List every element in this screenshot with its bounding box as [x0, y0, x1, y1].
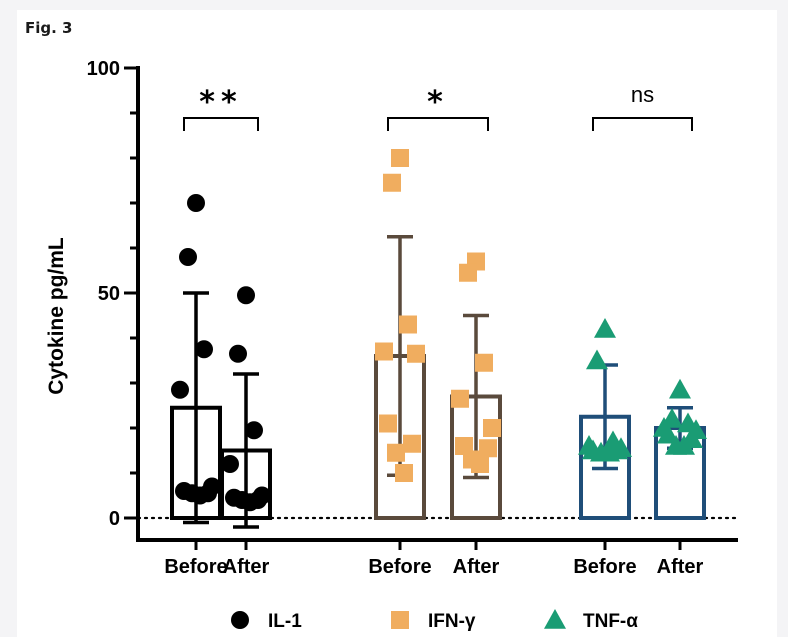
y-tick-label: 100	[87, 58, 120, 80]
significance-layer: ** * ns	[183, 82, 693, 131]
data-point-circle	[187, 194, 205, 212]
data-point-triangle	[669, 378, 691, 399]
y-tick-label: 50	[98, 283, 120, 305]
data-point-square	[399, 315, 417, 334]
data-point-square	[403, 434, 421, 453]
x-tick-label: Before	[164, 556, 227, 578]
data-point-circle	[221, 455, 239, 473]
data-point-square	[459, 263, 477, 282]
figure-label: Fig. 3	[25, 19, 73, 37]
data-point-circle	[245, 421, 263, 440]
x-tick-label: After	[223, 556, 270, 578]
significance-bracket	[387, 117, 489, 131]
legend-label: IFN-γ	[428, 611, 476, 632]
significance-label: *	[427, 85, 449, 120]
significance-label: ns	[631, 82, 654, 107]
points-layer	[171, 149, 707, 512]
data-point-square	[375, 342, 393, 361]
data-point-triangle	[598, 441, 620, 462]
significance-bracket	[183, 117, 259, 131]
x-tick-label: Before	[573, 556, 636, 578]
y-tick-label: 0	[109, 508, 120, 530]
x-tick-label: After	[657, 556, 704, 578]
data-point-triangle	[657, 423, 679, 444]
data-point-circle	[195, 340, 213, 359]
bars-layer	[170, 235, 706, 529]
data-point-triangle	[594, 318, 616, 338]
legend-label: IL-1	[268, 611, 302, 632]
data-point-square	[391, 149, 409, 167]
data-point-square	[483, 419, 501, 437]
x-tick-label: After	[453, 556, 500, 578]
data-point-square	[395, 464, 413, 482]
data-point-square	[379, 414, 397, 433]
data-point-square	[391, 611, 409, 629]
data-point-circle	[229, 344, 247, 363]
x-tick-label: Before	[368, 556, 431, 578]
data-point-circle	[179, 248, 197, 266]
legend: IL-1 IFN-γ TNF-α	[231, 609, 638, 632]
significance-bracket	[592, 117, 693, 131]
data-point-triangle	[673, 435, 695, 455]
data-point-square	[387, 443, 405, 462]
data-point-square	[451, 389, 469, 408]
data-point-circle	[171, 380, 189, 399]
data-point-square	[475, 353, 493, 372]
data-point-square	[407, 344, 425, 363]
data-point-square	[383, 173, 401, 192]
data-point-square	[471, 455, 489, 473]
y-axis-label: Cytokine pg/mL	[45, 237, 68, 395]
significance-label: **	[199, 85, 242, 120]
data-point-circle	[231, 611, 249, 629]
data-point-square	[479, 439, 497, 458]
legend-label: TNF-α	[583, 611, 638, 632]
data-point-triangle	[544, 609, 566, 629]
figure-panel	[17, 10, 777, 637]
data-point-circle	[191, 486, 209, 505]
data-point-triangle	[586, 349, 608, 370]
data-point-circle	[237, 286, 255, 305]
data-point-circle	[241, 493, 259, 512]
